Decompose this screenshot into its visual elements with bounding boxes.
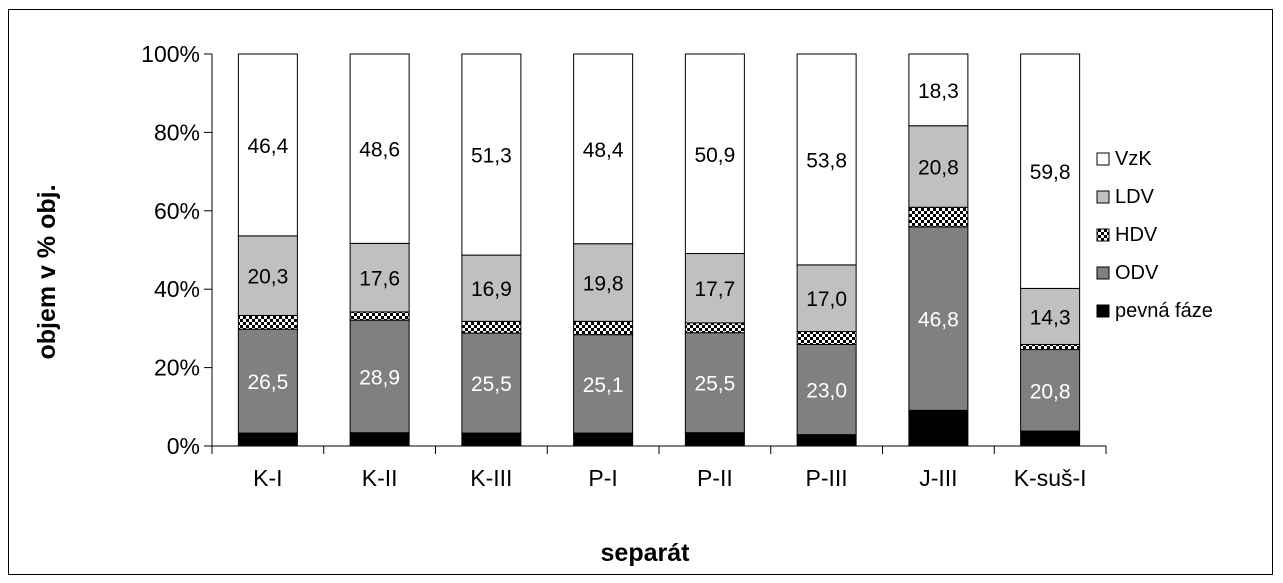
bar-segment-ldv-k-su-i — [1020, 287, 1081, 345]
data-label: 20,8 — [918, 157, 959, 180]
data-label: 20,8 — [1030, 380, 1071, 403]
data-label: 59,8 — [1030, 161, 1071, 184]
bar-segment-vzk-p-ii — [684, 53, 745, 255]
x-tick-label: P-III — [806, 465, 848, 491]
bar-segment-vzk-p-i — [573, 53, 634, 245]
data-label: 14,3 — [1030, 306, 1071, 329]
data-label: 17,0 — [806, 288, 847, 311]
data-label: 16,9 — [471, 278, 512, 301]
axes: 0% 20% 40% 60% 80% 100% K-I K-II K-III P-I P-II P-I… — [141, 41, 1107, 491]
data-label: 17,7 — [694, 278, 735, 301]
plot-area: 26,5 20,3 46,4 28,9 17,6 48,6 25,5 16,9 51,3 25,1… — [237, 53, 1081, 447]
legend-swatch-pevn-f-ze — [1096, 304, 1110, 318]
bar-segment-ldv-k-i — [237, 235, 298, 316]
bar-segment-odv-k-i — [237, 328, 298, 434]
bar-segment-ldv-p-i — [573, 243, 634, 322]
data-label: 26,5 — [247, 371, 288, 394]
y-tick-label: 20% — [154, 355, 200, 381]
legend-label-vzk: VzK — [1115, 148, 1152, 170]
bar-segment-ldv-k-iii — [461, 254, 522, 322]
bar-segment-odv-p-i — [573, 334, 634, 434]
bar-segment-odv-k-ii — [349, 319, 410, 434]
x-tick-label: K-I — [253, 465, 282, 491]
y-tick-label: 0% — [167, 433, 200, 459]
bar-segment-pevn-f-ze-k-su-i — [1020, 430, 1081, 447]
y-tick-label: 80% — [154, 119, 200, 145]
legend-swatch-vzk — [1096, 152, 1110, 166]
data-label: 53,8 — [806, 149, 847, 172]
bar-segment-vzk-j-iii — [908, 53, 969, 127]
x-tick-label: P-II — [697, 465, 733, 491]
x-axis-title: separát — [601, 539, 691, 567]
data-label: 28,9 — [359, 366, 400, 389]
data-label: 18,3 — [918, 80, 959, 103]
data-label: 46,8 — [918, 309, 959, 332]
bar-segment-odv-p-iii — [796, 343, 857, 436]
x-tick-label: K-suš-I — [1014, 465, 1087, 491]
data-label: 51,3 — [471, 145, 512, 168]
legend-swatch-odv — [1096, 266, 1110, 280]
data-label: 25,5 — [471, 373, 512, 396]
bar-segment-vzk-k-su-i — [1020, 53, 1081, 289]
x-tick-label: K-III — [470, 465, 512, 491]
stacked-bar-chart: 26,5 20,3 46,4 28,9 17,6 48,6 25,5 16,9 51,3 25,1… — [33, 41, 1213, 567]
bar-segment-odv-k-iii — [461, 332, 522, 434]
bar-segment-vzk-k-iii — [461, 53, 522, 256]
bar-segment-hdv-k-ii — [349, 311, 410, 321]
bar-segment-pevn-f-ze-p-iii — [796, 434, 857, 447]
y-tick-label: 40% — [154, 276, 200, 302]
bar-segment-hdv-k-i — [237, 314, 298, 330]
bar-segment-pevn-f-ze-p-ii — [684, 432, 745, 447]
bar-segment-hdv-p-iii — [796, 331, 857, 345]
data-label: 20,3 — [247, 266, 288, 289]
bar-segment-ldv-k-ii — [349, 242, 410, 313]
x-tick-label: J-III — [919, 465, 957, 491]
legend-label-hdv: HDV — [1115, 224, 1158, 246]
y-tick-label: 100% — [141, 41, 200, 67]
bar-segment-ldv-j-iii — [908, 125, 969, 208]
data-label: 25,5 — [694, 373, 735, 396]
chart-frame: 26,5 20,3 46,4 28,9 17,6 48,6 25,5 16,9 51,3 25,1… — [8, 9, 1273, 575]
bar-segment-hdv-k-iii — [461, 320, 522, 334]
data-label: 23,0 — [806, 380, 847, 403]
bar-segment-odv-p-ii — [684, 332, 745, 434]
bar-segment-hdv-p-ii — [684, 322, 745, 334]
bar-segment-vzk-k-i — [237, 53, 298, 237]
bar-segment-pevn-f-ze-k-iii — [461, 432, 522, 447]
data-label: 46,4 — [247, 135, 288, 158]
y-tick-label: 60% — [154, 198, 200, 224]
x-tick-label: P-I — [588, 465, 617, 491]
legend-label-odv: ODV — [1115, 262, 1159, 284]
legend-swatch-ldv — [1096, 190, 1110, 204]
legend: VzK LDV HDV ODV pevná fáze — [1096, 148, 1213, 322]
bar-segment-hdv-k-su-i — [1020, 343, 1081, 351]
bar-segment-vzk-p-iii — [796, 53, 857, 266]
bar-segment-hdv-p-i — [573, 320, 634, 336]
legend-swatch-hdv — [1096, 228, 1110, 242]
bar-segment-pevn-f-ze-k-i — [237, 432, 298, 447]
legend-label-pevn-f-ze: pevná fáze — [1115, 300, 1213, 322]
data-label: 50,9 — [694, 144, 735, 167]
data-label: 48,6 — [359, 139, 400, 162]
bar-segment-odv-j-iii — [908, 226, 969, 411]
data-label: 25,1 — [583, 374, 624, 397]
legend-label-ldv: LDV — [1115, 186, 1155, 208]
bar-segment-vzk-k-ii — [349, 53, 410, 244]
bar-segment-pevn-f-ze-p-i — [573, 432, 634, 447]
data-label: 19,8 — [583, 273, 624, 296]
y-axis-title: objem v % obj. — [33, 184, 61, 359]
x-tick-label: K-II — [362, 465, 398, 491]
bar-segment-pevn-f-ze-j-iii — [908, 409, 969, 447]
bar-segment-hdv-j-iii — [908, 206, 969, 228]
data-label: 48,4 — [583, 139, 624, 162]
bar-segment-pevn-f-ze-k-ii — [349, 432, 410, 447]
bar-segment-ldv-p-iii — [796, 264, 857, 333]
data-label: 17,6 — [359, 268, 400, 291]
